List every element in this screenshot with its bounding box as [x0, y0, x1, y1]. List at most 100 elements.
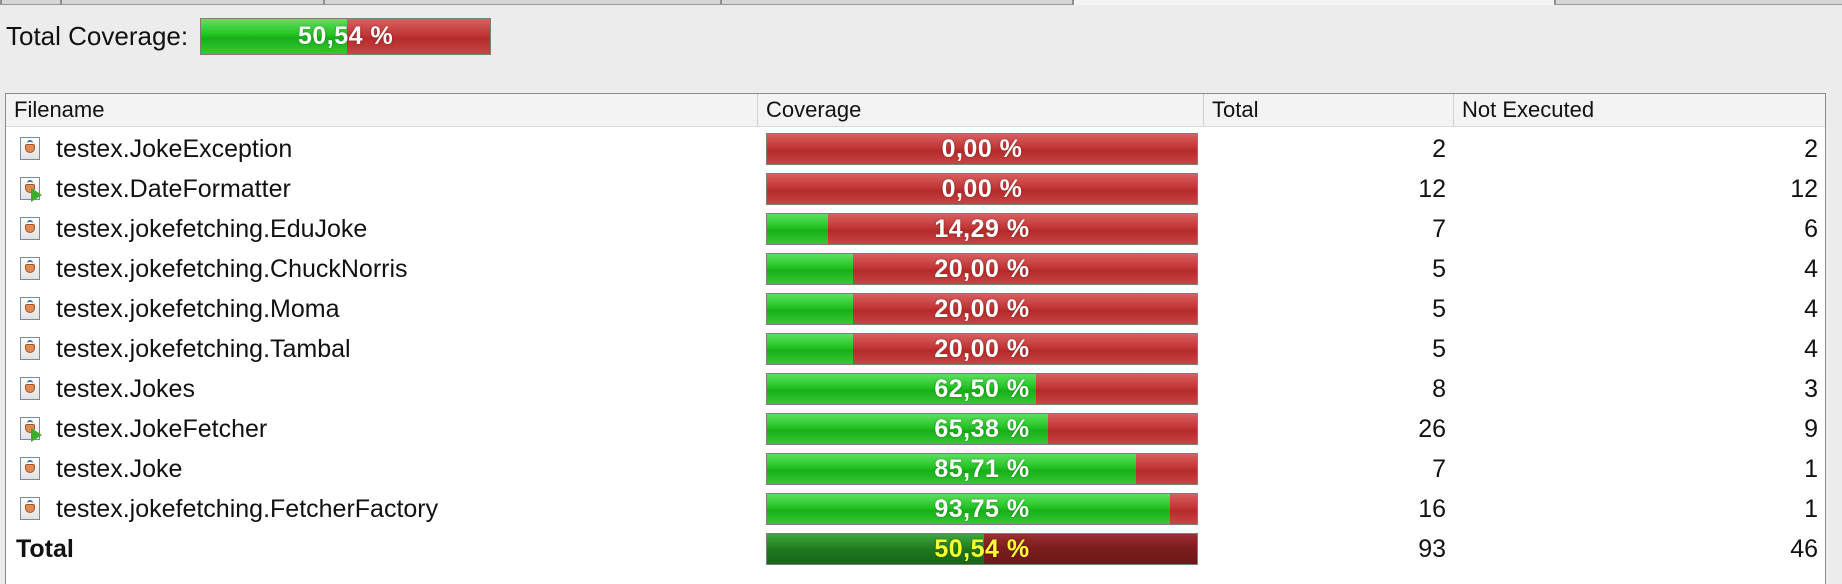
coverage-percent: 0,00 % — [941, 174, 1023, 203]
table-row[interactable]: testex.DateFormatter 0,00 % 12 12 — [6, 169, 1825, 209]
total-cell: 16 — [1418, 494, 1446, 523]
tab-4[interactable] — [720, 0, 1072, 5]
filename-cell: testex.jokefetching.Tambal — [6, 329, 758, 369]
coverage-cell: 14,29 % — [766, 209, 1198, 249]
coverage-percent: 20,00 % — [934, 294, 1030, 323]
not-covered-fill — [767, 174, 1197, 204]
coverage-percent: 85,71 % — [934, 454, 1030, 483]
coverage-percent: 65,38 % — [934, 414, 1030, 443]
filename-text: testex.jokefetching.Moma — [56, 294, 340, 323]
covered-fill — [767, 294, 853, 324]
class-file-icon — [18, 456, 44, 482]
filename-cell: testex.JokeFetcher — [6, 409, 758, 449]
table-row[interactable]: testex.jokefetching.FetcherFactory 93,75 … — [6, 489, 1825, 529]
filename-cell: Total — [6, 529, 758, 569]
filename-cell: testex.JokeException — [6, 129, 758, 169]
coverage-cell: 0,00 % — [766, 169, 1198, 209]
total-coverage-bar: 50,54 % — [200, 17, 492, 55]
filename-text: testex.DateFormatter — [56, 174, 291, 203]
not-executed-cell: 2 — [1804, 134, 1818, 163]
coverage-percent: 0,00 % — [941, 134, 1023, 163]
coverage-percent: 62,50 % — [934, 374, 1030, 403]
filename-cell: testex.jokefetching.ChuckNorris — [6, 249, 758, 289]
not-executed-cell: 4 — [1804, 294, 1818, 323]
coverage-bar: 50,54 % — [766, 533, 1198, 565]
coverage-bar: 0,00 % — [766, 173, 1198, 205]
tab-6[interactable] — [1554, 0, 1842, 5]
table-row[interactable]: testex.jokefetching.EduJoke 14,29 % 7 6 — [6, 209, 1825, 249]
total-row[interactable]: Total 50,54 % 93 46 — [6, 529, 1825, 569]
column-header-not-executed[interactable]: Not Executed — [1462, 97, 1595, 122]
tab-strip — [0, 0, 1842, 6]
covered-fill — [767, 374, 1036, 404]
table-row[interactable]: testex.jokefetching.ChuckNorris 20,00 % 5 4 — [6, 249, 1825, 289]
coverage-percent: 14,29 % — [934, 214, 1030, 243]
coverage-cell: 50,54 % — [766, 529, 1198, 569]
column-header-filename[interactable]: Filename — [6, 94, 758, 126]
total-cell: 7 — [1432, 454, 1446, 483]
table-row[interactable]: testex.jokefetching.Moma 20,00 % 5 4 — [6, 289, 1825, 329]
filename-cell: testex.Joke — [6, 449, 758, 489]
not-executed-cell: 12 — [1790, 174, 1818, 203]
coverage-bar: 0,00 % — [766, 133, 1198, 165]
total-cell: 93 — [1418, 534, 1446, 563]
coverage-bar: 14,29 % — [766, 213, 1198, 245]
total-cell: 8 — [1432, 374, 1446, 403]
filename-cell: testex.Jokes — [6, 369, 758, 409]
class-file-icon — [18, 296, 44, 322]
tab-active[interactable] — [1072, 0, 1554, 5]
coverage-cell: 62,50 % — [766, 369, 1198, 409]
filename-text: testex.jokefetching.ChuckNorris — [56, 254, 408, 283]
column-header-total[interactable]: Total — [1204, 94, 1454, 126]
filename-text: testex.JokeFetcher — [56, 414, 268, 443]
table-row[interactable]: testex.JokeFetcher 65,38 % 26 9 — [6, 409, 1825, 449]
coverage-cell: 93,75 % — [766, 489, 1198, 529]
tab-2[interactable] — [60, 0, 323, 5]
not-executed-cell: 1 — [1804, 494, 1818, 523]
coverage-cell: 85,71 % — [766, 449, 1198, 489]
table-row[interactable]: testex.JokeException 0,00 % 2 2 — [6, 129, 1825, 169]
covered-fill — [767, 494, 1171, 524]
total-cell: 26 — [1418, 414, 1446, 443]
table-row[interactable]: testex.Jokes 62,50 % 8 3 — [6, 369, 1825, 409]
coverage-cell: 20,00 % — [766, 249, 1198, 289]
covered-fill — [767, 454, 1136, 484]
column-header-coverage[interactable]: Coverage — [758, 94, 1204, 126]
not-executed-cell: 46 — [1790, 534, 1818, 563]
coverage-cell: 0,00 % — [766, 129, 1198, 169]
filename-text: testex.jokefetching.Tambal — [56, 334, 351, 363]
filename-cell: testex.jokefetching.FetcherFactory — [6, 489, 758, 529]
total-cell: 12 — [1418, 174, 1446, 203]
filename-cell: testex.jokefetching.Moma — [6, 289, 758, 329]
coverage-cell: 20,00 % — [766, 329, 1198, 369]
class-file-icon — [18, 136, 44, 162]
coverage-percent: 93,75 % — [934, 494, 1030, 523]
total-label: Total — [16, 534, 74, 563]
main-class-file-icon — [18, 176, 44, 202]
total-cell: 5 — [1432, 334, 1446, 363]
coverage-percent: 20,00 % — [934, 254, 1030, 283]
coverage-percent: 20,00 % — [934, 334, 1030, 363]
covered-fill — [767, 414, 1049, 444]
covered-fill — [767, 334, 853, 364]
coverage-cell: 20,00 % — [766, 289, 1198, 329]
coverage-cell: 65,38 % — [766, 409, 1198, 449]
table-row[interactable]: testex.Joke 85,71 % 7 1 — [6, 449, 1825, 489]
filename-text: testex.Joke — [56, 454, 183, 483]
filename-cell: testex.jokefetching.EduJoke — [6, 209, 758, 249]
table-row[interactable]: testex.jokefetching.Tambal 20,00 % 5 4 — [6, 329, 1825, 369]
not-executed-cell: 4 — [1804, 254, 1818, 283]
tab-1[interactable] — [0, 0, 60, 5]
not-executed-cell: 3 — [1804, 374, 1818, 403]
total-coverage-label: Total Coverage: — [6, 20, 189, 51]
filename-text: testex.Jokes — [56, 374, 195, 403]
table-header: Filename Coverage Total Not Executed — [6, 94, 1825, 127]
tab-3[interactable] — [323, 0, 720, 5]
total-coverage-summary: Total Coverage: 50,54 % — [6, 17, 492, 55]
coverage-bar: 20,00 % — [766, 333, 1198, 365]
not-executed-cell: 9 — [1804, 414, 1818, 443]
not-executed-cell: 1 — [1804, 454, 1818, 483]
total-coverage-percent: 50,54 % — [297, 21, 394, 50]
class-file-icon — [18, 496, 44, 522]
coverage-bar: 93,75 % — [766, 493, 1198, 525]
